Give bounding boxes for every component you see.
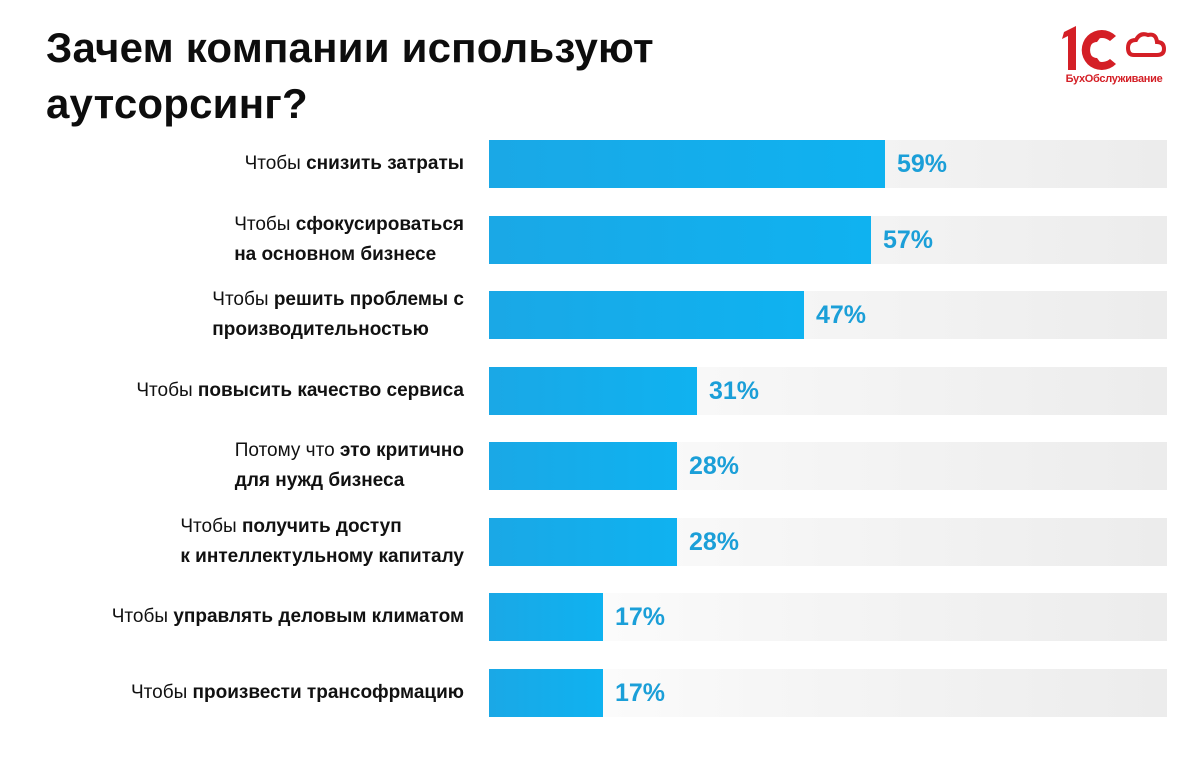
value-label: 17%: [615, 603, 666, 631]
page-title: Зачем компании используют аутсорсинг?: [46, 24, 654, 127]
value-label: 28%: [689, 452, 740, 480]
category-label-line: Чтобы снизить затраты: [244, 153, 464, 174]
category-label: Чтобы решить проблемы с производительност…: [4, 289, 464, 340]
category-label: Чтобы повысить качество сервиса: [4, 367, 464, 415]
category-label-text: Чтобы снизить затраты: [245, 149, 464, 179]
chart-row: 59% Чтобы снизить затраты: [0, 140, 1200, 188]
category-label-line: производительностью: [212, 319, 429, 340]
chart-row: 17% Чтобы управлять деловым климатом: [0, 593, 1200, 641]
bar: [489, 367, 697, 415]
category-label: Чтобы управлять деловым климатом: [4, 593, 464, 641]
bar: [489, 669, 603, 717]
bar: [489, 216, 871, 264]
chart-row: 31% Чтобы повысить качество сервиса: [0, 367, 1200, 415]
bar: [489, 140, 885, 188]
category-label-text: Чтобы получить доступ к интеллектульному …: [180, 512, 464, 572]
category-label-line: на основном бизнесе: [234, 244, 437, 265]
logo-caption: БухОбслуживание: [1065, 73, 1163, 85]
chart-row: 47% Чтобы решить проблемы с производительн…: [0, 289, 1200, 340]
chart-row: 28% Потому что это критично для нужд бизне…: [0, 440, 1200, 491]
bar: [489, 442, 677, 490]
category-label: Чтобы сфокусироваться на основном бизнесе: [4, 214, 464, 265]
category-label-line: к интеллектульному капиталу: [180, 546, 464, 567]
category-label-line: Потому что это критично: [234, 440, 464, 461]
category-label-text: Чтобы повысить качество сервиса: [136, 376, 464, 406]
value-label: 31%: [709, 377, 760, 405]
bar: [489, 518, 677, 566]
category-label: Чтобы произвести трансофрмацию: [4, 669, 464, 717]
bar: [489, 593, 603, 641]
chart-row: 57% Чтобы сфокусироваться на основном бизн…: [0, 214, 1200, 265]
category-label-text: Чтобы решить проблемы с производительност…: [212, 285, 464, 345]
category-label-line: Чтобы управлять деловым климатом: [111, 606, 464, 627]
brand-logo-icon: [1062, 26, 1167, 70]
category-label-line: Чтобы сфокусироваться: [234, 214, 464, 235]
chart-row: 17% Чтобы произвести трансофрмацию: [0, 669, 1200, 717]
category-label-line: Чтобы получить доступ: [180, 516, 402, 537]
category-label-line: для нужд бизнеса: [234, 470, 405, 491]
category-label-line: Чтобы решить проблемы с: [212, 289, 464, 310]
category-label-text: Чтобы управлять деловым климатом: [112, 602, 464, 632]
category-label-line: Чтобы повысить качество сервиса: [136, 380, 464, 401]
category-label-line: Чтобы произвести трансофрмацию: [130, 682, 464, 703]
bar: [489, 291, 804, 339]
category-label-text: Чтобы сфокусироваться на основном бизнесе: [234, 210, 464, 270]
category-label: Потому что это критично для нужд бизнеса: [4, 440, 464, 491]
value-label: 57%: [883, 226, 934, 254]
value-label: 28%: [689, 528, 740, 556]
category-label: Чтобы снизить затраты: [4, 140, 464, 188]
category-label-text: Потому что это критично для нужд бизнеса: [235, 436, 464, 496]
value-label: 47%: [816, 301, 867, 329]
category-label: Чтобы получить доступ к интеллектульному …: [4, 516, 464, 567]
category-label-text: Чтобы произвести трансофрмацию: [131, 678, 464, 708]
value-label: 17%: [615, 679, 666, 707]
chart-row: 28% Чтобы получить доступ к интеллектульно…: [0, 516, 1200, 567]
value-label: 59%: [897, 150, 948, 178]
